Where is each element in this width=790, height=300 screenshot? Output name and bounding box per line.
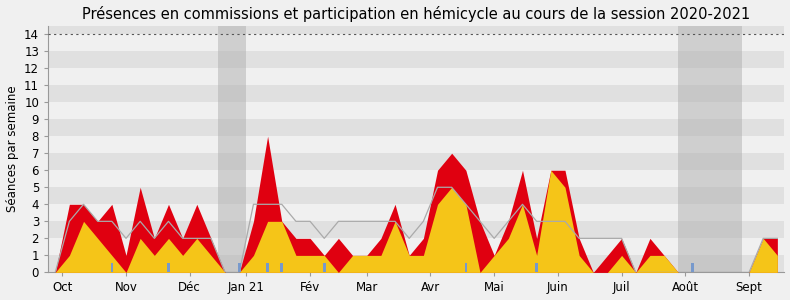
Bar: [48, 238, 784, 255]
Bar: [111, 263, 113, 272]
Bar: [465, 263, 467, 272]
Title: Présences en commissions et participation en hémicycle au cours de la session 20: Présences en commissions et participatio…: [82, 6, 750, 22]
Bar: [48, 204, 784, 221]
Bar: [323, 263, 325, 272]
Bar: [218, 26, 246, 272]
Bar: [48, 34, 784, 51]
Bar: [48, 51, 784, 68]
Bar: [679, 26, 742, 272]
Bar: [167, 263, 170, 272]
Bar: [48, 68, 784, 85]
Bar: [280, 263, 283, 272]
Bar: [238, 263, 241, 272]
Bar: [691, 263, 694, 272]
Bar: [536, 263, 538, 272]
Bar: [48, 221, 784, 239]
Bar: [48, 170, 784, 187]
Bar: [48, 119, 784, 136]
Bar: [48, 255, 784, 272]
Bar: [48, 85, 784, 102]
Bar: [266, 263, 269, 272]
Bar: [48, 102, 784, 119]
Y-axis label: Séances par semaine: Séances par semaine: [6, 85, 18, 212]
Bar: [48, 17, 784, 34]
Bar: [48, 153, 784, 170]
Bar: [48, 187, 784, 204]
Bar: [48, 136, 784, 153]
